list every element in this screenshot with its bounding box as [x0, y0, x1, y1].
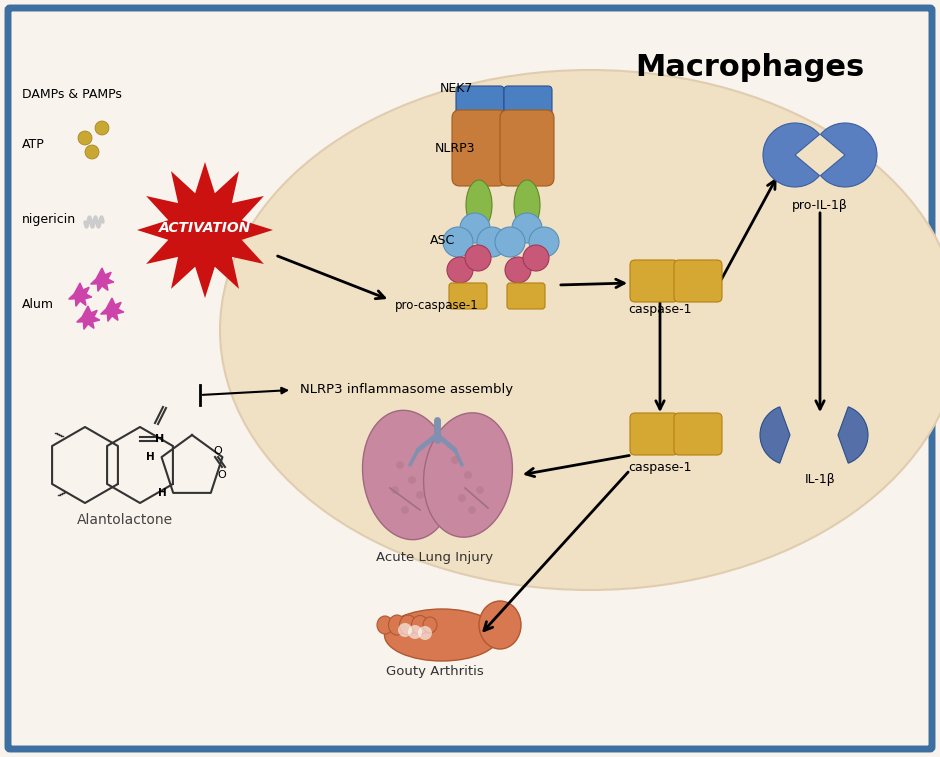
- Text: H: H: [155, 434, 164, 444]
- Text: O: O: [213, 446, 223, 456]
- FancyBboxPatch shape: [630, 260, 678, 302]
- Text: caspase-1: caspase-1: [628, 462, 692, 475]
- Circle shape: [523, 245, 549, 271]
- Text: H: H: [158, 488, 166, 498]
- Ellipse shape: [412, 615, 429, 634]
- Circle shape: [468, 506, 476, 514]
- Circle shape: [447, 257, 473, 283]
- Polygon shape: [91, 268, 114, 291]
- Circle shape: [418, 626, 432, 640]
- Text: Macrophages: Macrophages: [635, 54, 865, 83]
- Ellipse shape: [514, 180, 540, 230]
- Ellipse shape: [424, 413, 512, 537]
- FancyBboxPatch shape: [504, 86, 552, 118]
- Ellipse shape: [220, 70, 940, 590]
- Ellipse shape: [377, 616, 393, 634]
- Circle shape: [465, 245, 491, 271]
- Text: pro-IL-1β: pro-IL-1β: [792, 198, 848, 211]
- Text: Alantolactone: Alantolactone: [77, 513, 173, 527]
- FancyBboxPatch shape: [507, 283, 545, 309]
- Polygon shape: [69, 283, 92, 307]
- Polygon shape: [77, 306, 100, 329]
- Text: ACTIVATION: ACTIVATION: [159, 221, 251, 235]
- Text: ATP: ATP: [22, 139, 45, 151]
- Circle shape: [477, 227, 507, 257]
- Circle shape: [408, 625, 422, 639]
- Text: NLRP3: NLRP3: [435, 142, 476, 154]
- Circle shape: [443, 227, 473, 257]
- FancyBboxPatch shape: [500, 110, 554, 186]
- FancyBboxPatch shape: [674, 260, 722, 302]
- Text: nigericin: nigericin: [22, 213, 76, 226]
- FancyBboxPatch shape: [452, 110, 506, 186]
- Text: Gouty Arthritis: Gouty Arthritis: [386, 665, 484, 678]
- Text: NLRP3 inflammasome assembly: NLRP3 inflammasome assembly: [300, 384, 513, 397]
- Circle shape: [460, 213, 490, 243]
- Circle shape: [512, 213, 542, 243]
- Circle shape: [464, 471, 472, 479]
- Circle shape: [401, 506, 409, 514]
- Circle shape: [396, 461, 404, 469]
- Polygon shape: [101, 298, 124, 321]
- Circle shape: [476, 486, 484, 494]
- Circle shape: [451, 456, 459, 464]
- Circle shape: [408, 476, 416, 484]
- Circle shape: [391, 486, 399, 494]
- Circle shape: [495, 227, 525, 257]
- Circle shape: [416, 491, 424, 499]
- Ellipse shape: [388, 615, 405, 635]
- Text: caspase-1: caspase-1: [628, 304, 692, 316]
- Ellipse shape: [479, 601, 521, 649]
- FancyBboxPatch shape: [674, 413, 722, 455]
- Text: pro-caspase-1: pro-caspase-1: [395, 298, 478, 311]
- Ellipse shape: [363, 410, 453, 540]
- Wedge shape: [760, 407, 790, 463]
- Text: IL-1β: IL-1β: [805, 473, 836, 487]
- FancyBboxPatch shape: [8, 8, 932, 749]
- Text: NEK7: NEK7: [440, 82, 474, 95]
- Circle shape: [78, 131, 92, 145]
- Circle shape: [398, 623, 412, 637]
- Ellipse shape: [466, 180, 492, 230]
- Circle shape: [95, 121, 109, 135]
- Wedge shape: [821, 123, 877, 187]
- Circle shape: [85, 145, 99, 159]
- Text: DAMPs & PAMPs: DAMPs & PAMPs: [22, 89, 122, 101]
- Wedge shape: [838, 407, 868, 463]
- Wedge shape: [763, 123, 820, 187]
- Ellipse shape: [423, 617, 437, 633]
- FancyBboxPatch shape: [456, 86, 504, 118]
- Text: O: O: [218, 470, 227, 480]
- FancyBboxPatch shape: [630, 413, 678, 455]
- Text: Acute Lung Injury: Acute Lung Injury: [376, 552, 494, 565]
- Circle shape: [529, 227, 559, 257]
- Text: ASC: ASC: [430, 233, 455, 247]
- FancyBboxPatch shape: [449, 283, 487, 309]
- Ellipse shape: [384, 609, 499, 661]
- Ellipse shape: [400, 615, 416, 635]
- Text: H: H: [146, 452, 154, 462]
- Circle shape: [458, 494, 466, 502]
- Circle shape: [505, 257, 531, 283]
- Text: Alum: Alum: [22, 298, 54, 311]
- Polygon shape: [137, 162, 273, 298]
